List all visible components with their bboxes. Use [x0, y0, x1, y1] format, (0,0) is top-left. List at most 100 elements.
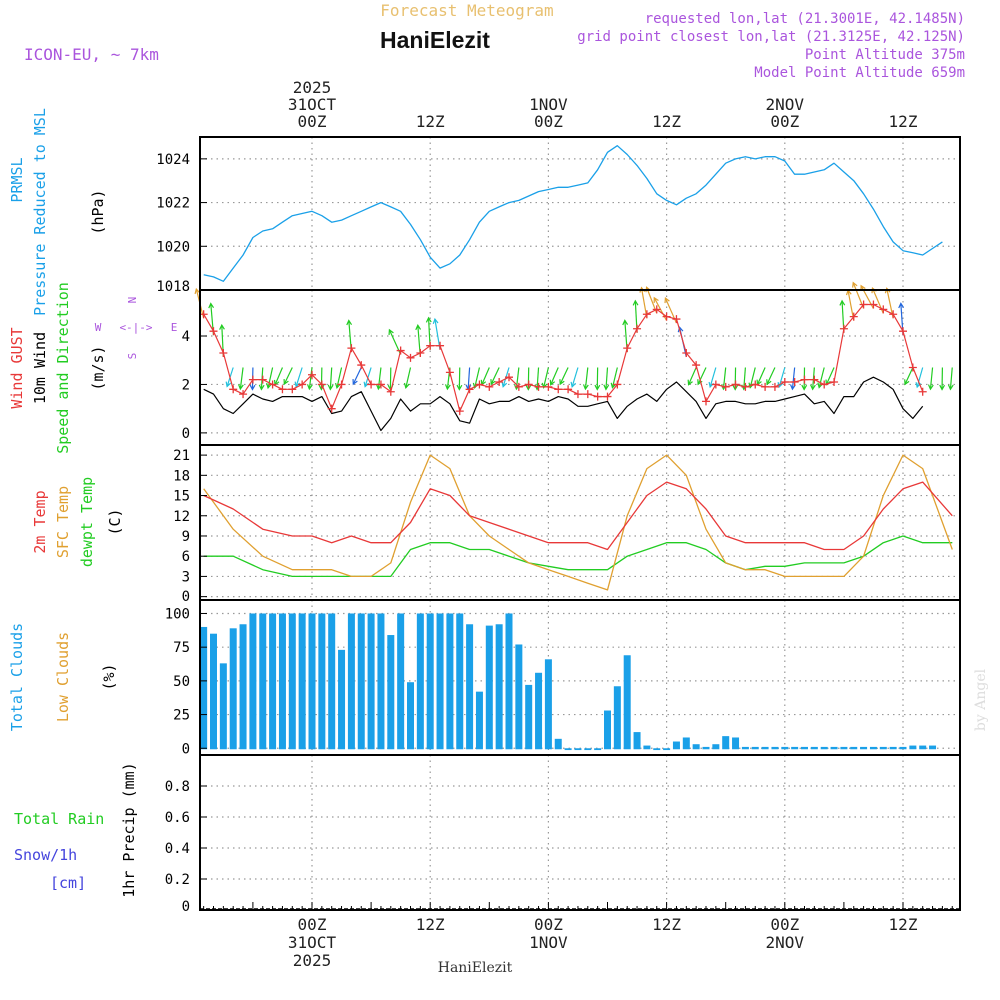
temp-unit: (C) — [106, 508, 124, 535]
wind-direction-arrow — [377, 367, 382, 390]
gust-marker — [544, 382, 553, 391]
cloud-bar — [535, 672, 543, 750]
model-label: ICON-EU, ~ 7km — [24, 45, 159, 64]
gust-marker — [849, 312, 858, 321]
gust-marker — [308, 370, 316, 379]
pressure-label-2: Pressure Reduced to MSL — [31, 108, 49, 316]
gust-marker — [337, 380, 346, 389]
gust-marker — [741, 382, 750, 391]
requested-coords: requested lon,lat (21.3001E, 42.1485N) — [645, 11, 965, 27]
cloud-bar — [407, 682, 414, 750]
sfc-temp-label: SFC Temp — [54, 486, 72, 558]
model-altitude: Model Point Altitude 659m — [754, 65, 965, 81]
wind-speed-line — [203, 376, 924, 432]
cloud-bar — [761, 746, 769, 750]
gust-marker — [396, 346, 405, 355]
y-tick-label: 4 — [182, 329, 190, 345]
wind-arrow-head — [403, 382, 410, 390]
time-label-top: 1NOV — [529, 95, 568, 114]
gust-marker — [603, 392, 612, 401]
cloud-bar — [525, 684, 533, 750]
cloud-bar — [702, 746, 710, 750]
gust-marker — [908, 363, 917, 372]
gust-marker — [406, 353, 415, 362]
time-label-top: 2NOV — [766, 95, 805, 114]
wind-arrow-head — [653, 296, 659, 303]
snow-label: Snow/1h — [14, 846, 77, 864]
compass-s: S — [126, 353, 139, 360]
panel-frames — [199, 136, 961, 911]
cloud-bar — [682, 737, 690, 750]
y-tick-label: 0 — [182, 589, 190, 605]
cloud-bar — [840, 746, 848, 750]
cloud-bar — [347, 613, 355, 750]
wind-arrow-head — [306, 384, 313, 391]
wind-unit: (m/s) — [89, 345, 107, 390]
y-tick-label: 0 — [182, 741, 190, 757]
wind-arrow-head — [266, 382, 272, 390]
wind-direction-arrow — [709, 367, 717, 388]
cloud-bar — [219, 663, 227, 750]
pressure-panel — [203, 145, 943, 282]
gust-marker — [455, 407, 464, 416]
gust-marker — [731, 380, 740, 389]
wind-arrow-head — [415, 324, 422, 331]
gust-marker — [810, 375, 819, 384]
wind-arrow-head — [732, 384, 739, 391]
wind-arrow-head — [622, 319, 629, 326]
cloud-bar — [899, 746, 907, 750]
cloud-bar — [554, 738, 562, 750]
time-label-top: 31OCT — [288, 95, 337, 114]
gust-marker — [899, 327, 907, 336]
clouds-panel — [200, 613, 937, 751]
cloud-bar — [732, 737, 740, 750]
wind-direction-arrow — [352, 367, 362, 385]
wind-arrow-head — [501, 381, 508, 388]
gust-marker — [711, 380, 720, 389]
wind-panel — [195, 283, 954, 432]
gust-marker — [770, 382, 779, 391]
cloud-bar — [929, 745, 937, 750]
wind-direction-arrow — [766, 367, 776, 385]
time-label-top: 00Z — [298, 112, 327, 131]
cloud-bar — [318, 613, 326, 750]
gust-marker — [357, 361, 366, 370]
time-label-bottom: 2NOV — [766, 933, 805, 952]
gust-marker — [721, 382, 730, 391]
gust-marker — [288, 385, 297, 394]
wind-direction-arrow — [756, 367, 766, 385]
wind-arrow-head — [225, 381, 232, 388]
y-tick-label: 21 — [173, 448, 190, 464]
gust-marker — [642, 310, 651, 319]
gust-marker — [761, 382, 770, 391]
time-label-bottom: 1NOV — [529, 933, 568, 952]
wind-arrow-head — [801, 384, 808, 391]
wind-arrow-head — [582, 384, 589, 391]
sfc-temp-line — [203, 454, 953, 591]
wind-arrow-head — [258, 384, 265, 391]
precip-unit: 1hr Precip (mm) — [120, 762, 138, 897]
y-tick-label: 25 — [173, 708, 190, 724]
wind-arrow-head — [927, 384, 934, 391]
gust-marker — [800, 375, 809, 384]
gust-marker — [436, 341, 445, 350]
gust-marker — [258, 375, 267, 384]
time-label-top: 12Z — [416, 112, 445, 131]
top-title: Forecast Meteogram — [380, 1, 553, 20]
wind-direction-arrow — [847, 290, 855, 321]
gust-marker — [613, 380, 622, 389]
cloud-bar — [544, 659, 552, 750]
gust-marker — [268, 380, 277, 389]
low-clouds-label: Low Clouds — [54, 632, 72, 722]
cloud-bar — [298, 613, 306, 750]
panel-labels: PRMSL Pressure Reduced to MSL (hPa) Wind GU… — [8, 108, 177, 898]
wind-direction-arrow — [405, 367, 412, 388]
cloud-bar — [663, 748, 671, 751]
gust-marker — [790, 378, 799, 387]
gust-marker — [209, 327, 218, 336]
cloud-bar — [387, 635, 395, 750]
wind-arrow-head — [570, 381, 577, 388]
cloud-bar — [801, 746, 808, 750]
gust-marker — [839, 324, 848, 333]
total-clouds-label: Total Clouds — [8, 623, 26, 731]
